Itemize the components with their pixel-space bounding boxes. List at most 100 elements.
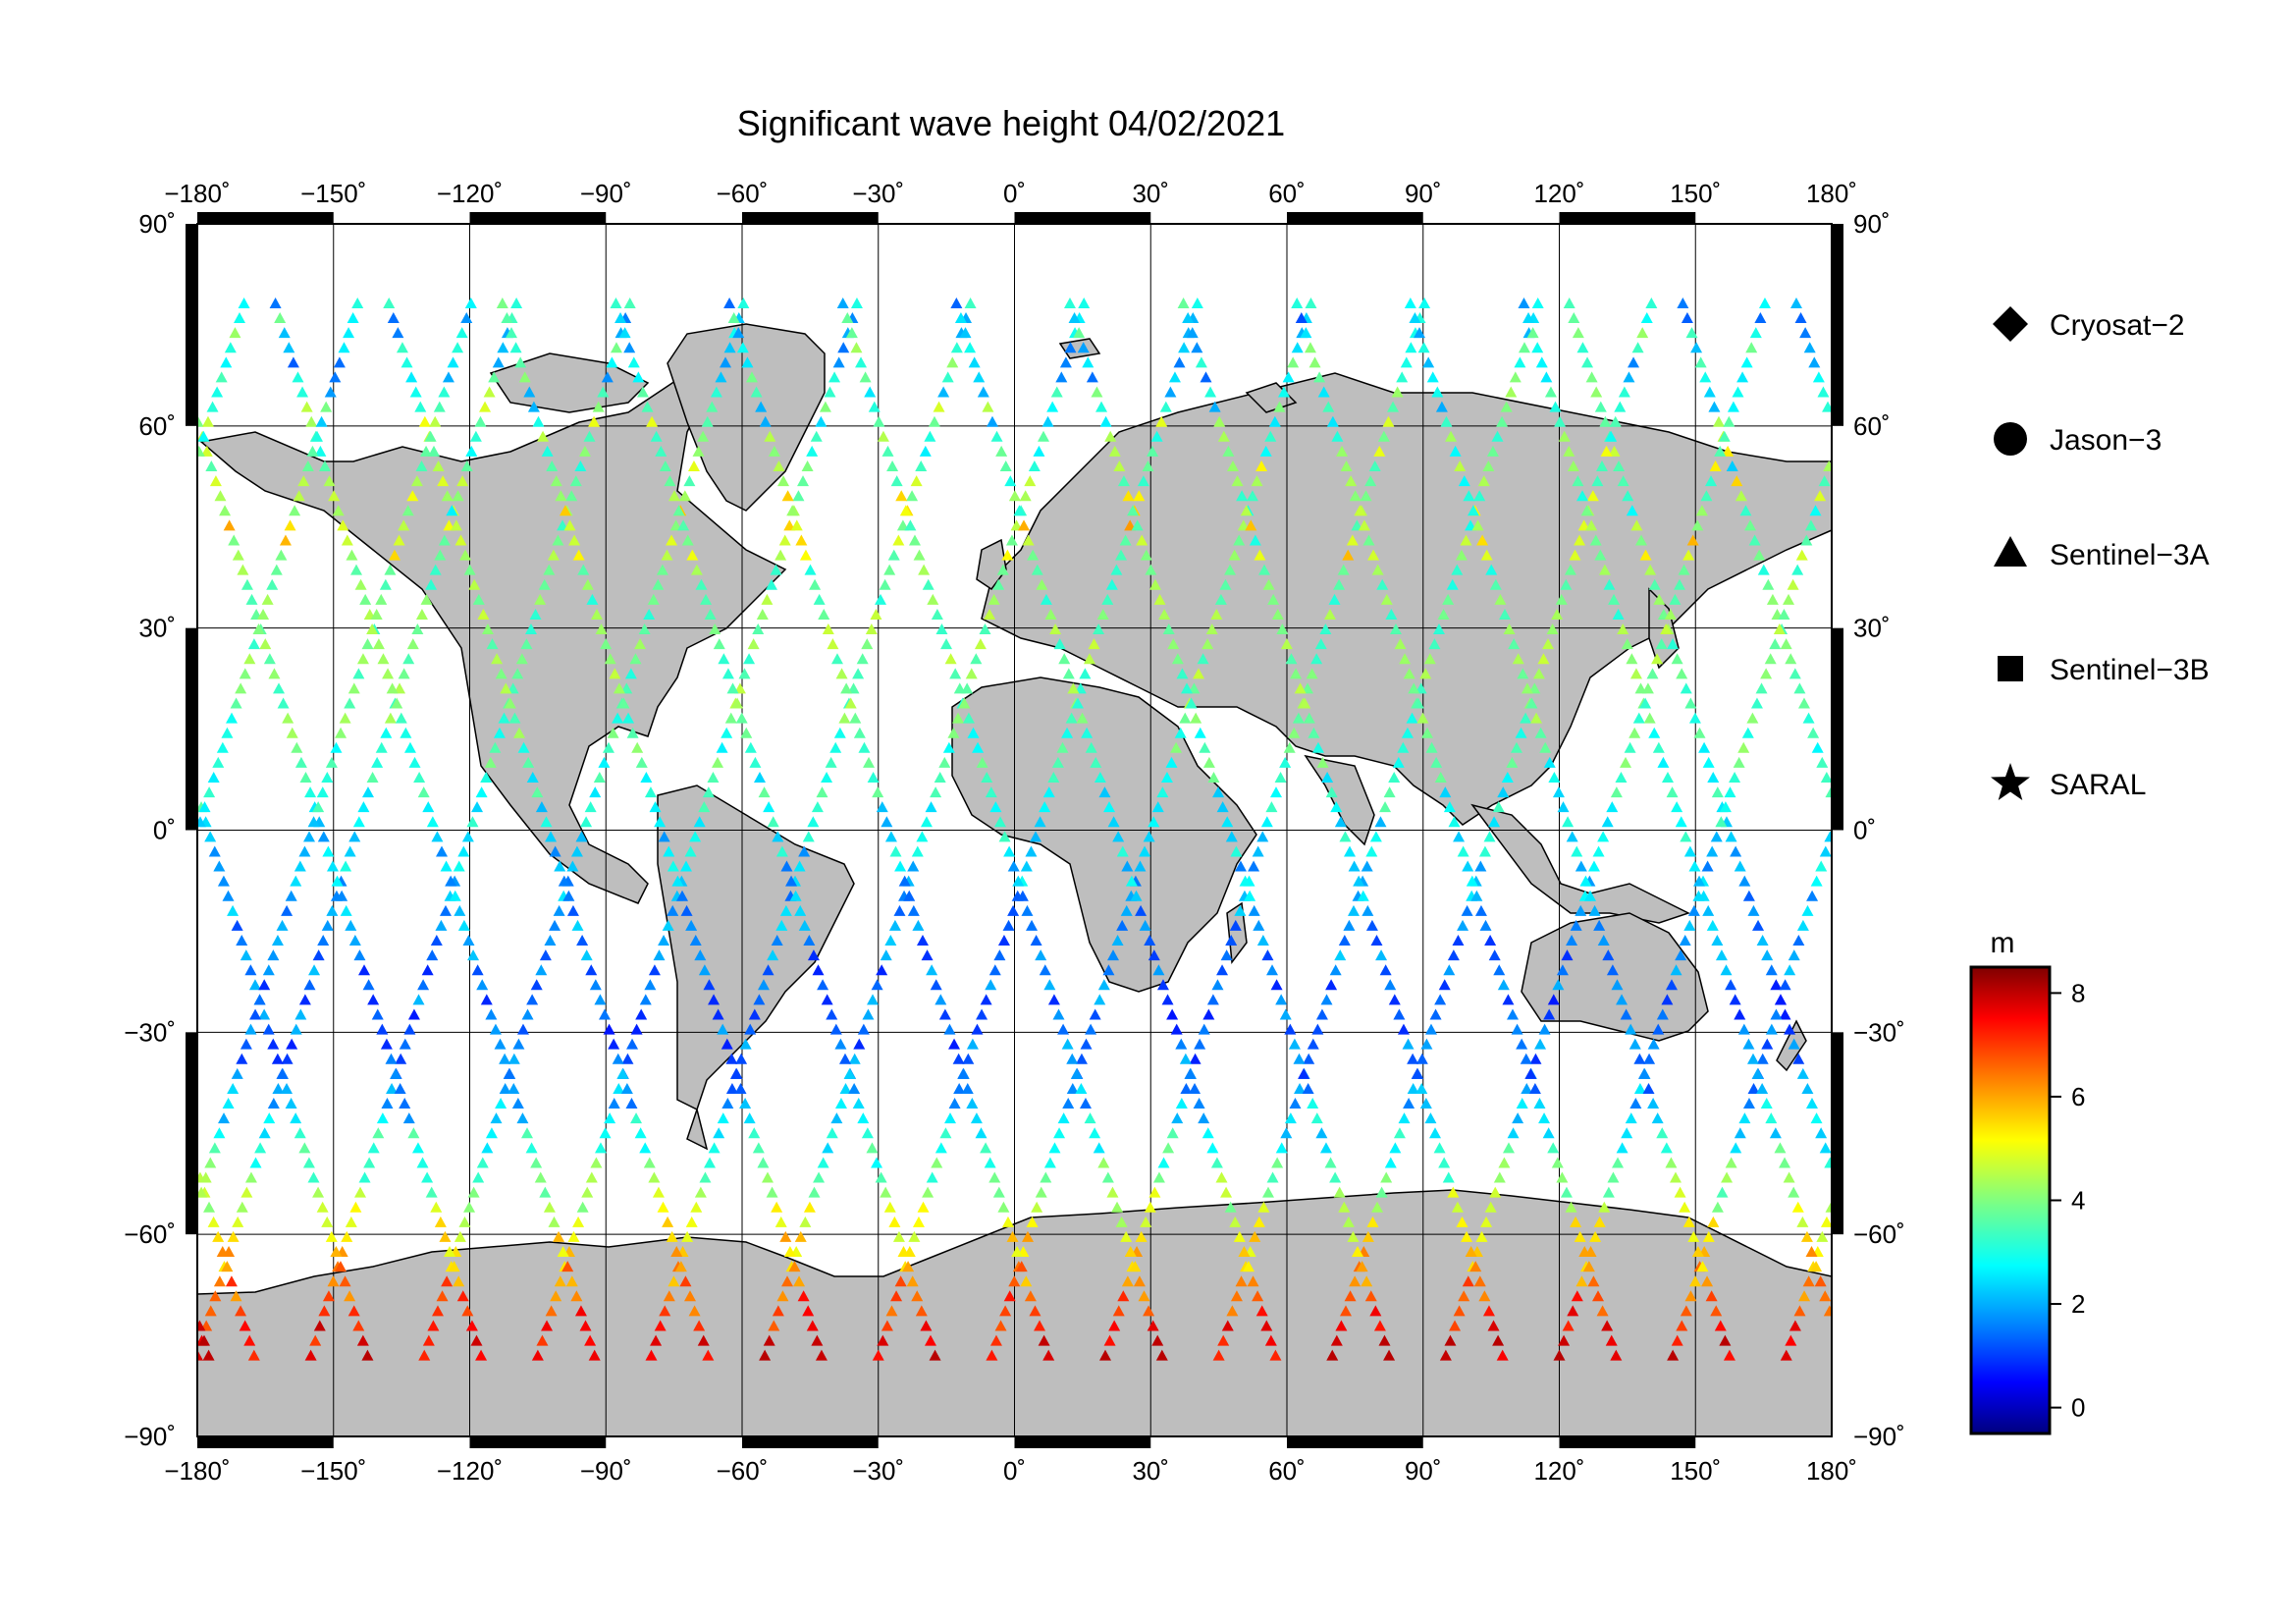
track-sample	[1314, 638, 1327, 650]
track-sample	[1634, 682, 1647, 694]
track-sample	[1497, 979, 1510, 991]
track-sample	[797, 1290, 810, 1302]
track-sample	[1680, 1305, 1692, 1317]
track-sample	[1052, 1008, 1065, 1020]
track-sample	[1788, 1186, 1800, 1198]
track-sample	[1388, 994, 1401, 1005]
track-sample	[372, 1127, 385, 1139]
track-sample	[426, 816, 439, 828]
track-sample	[447, 356, 459, 368]
north-america	[199, 372, 787, 904]
track-sample	[353, 1186, 366, 1198]
track-sample	[1340, 460, 1353, 471]
track-sample	[203, 1201, 216, 1213]
track-sample	[1811, 741, 1824, 753]
track-sample	[258, 1008, 271, 1020]
track-sample	[457, 845, 470, 857]
track-sample	[1373, 445, 1386, 457]
track-sample	[402, 1112, 415, 1124]
track-sample	[741, 356, 754, 368]
track-sample	[278, 327, 291, 339]
track-sample	[821, 994, 833, 1005]
track-sample	[621, 1053, 634, 1064]
track-sample	[952, 712, 965, 724]
track-sample	[1339, 831, 1352, 842]
track-sample	[702, 786, 715, 798]
track-sample	[425, 578, 438, 590]
track-sample	[1789, 297, 1802, 308]
track-sample	[1384, 1157, 1397, 1168]
track-sample	[801, 460, 814, 471]
track-sample	[1430, 756, 1443, 768]
track-sample	[1651, 1112, 1664, 1124]
track-sample	[1796, 1067, 1809, 1079]
track-sample	[515, 653, 528, 665]
colorbar-tick-label: 4	[2071, 1186, 2085, 1216]
track-sample	[1313, 371, 1326, 383]
track-sample	[400, 356, 413, 368]
track-sample	[634, 638, 647, 650]
track-sample	[1517, 668, 1529, 679]
track-sample	[870, 608, 882, 620]
track-sample	[508, 712, 521, 724]
colorbar-unit: m	[1991, 927, 2015, 959]
track-sample	[1748, 534, 1761, 546]
track-sample	[1705, 1290, 1718, 1302]
track-sample	[694, 1186, 707, 1198]
track-sample	[197, 1186, 208, 1198]
track-sample	[1625, 1023, 1637, 1035]
track-sample	[539, 949, 552, 961]
frame-segment	[1832, 627, 1843, 831]
track-sample	[1760, 1098, 1773, 1109]
track-sample	[216, 1246, 229, 1258]
track-sample	[352, 668, 365, 679]
track-sample	[1552, 979, 1565, 991]
track-sample	[1671, 653, 1683, 665]
track-sample	[249, 1157, 262, 1168]
track-sample	[1488, 816, 1501, 828]
track-sample	[1403, 1098, 1415, 1109]
south-asia	[1304, 754, 1375, 846]
track-sample	[321, 1216, 334, 1227]
colorbar-tick-label: 6	[2071, 1082, 2085, 1111]
track-sample	[771, 935, 783, 947]
track-sample	[521, 1127, 534, 1139]
track-sample	[1343, 919, 1356, 931]
track-sample	[1364, 1290, 1377, 1302]
track-sample	[759, 415, 772, 427]
track-sample	[406, 490, 419, 502]
track-sample	[1291, 297, 1304, 308]
track-sample	[454, 1230, 466, 1242]
track-sample	[1112, 831, 1125, 842]
track-sample	[986, 415, 998, 427]
track-sample	[931, 1157, 943, 1168]
track-sample	[640, 771, 653, 783]
track-sample	[481, 1142, 494, 1154]
track-sample	[1365, 919, 1378, 931]
track-sample	[243, 653, 256, 665]
track-sample	[786, 505, 799, 516]
track-sample	[1626, 505, 1638, 516]
track-sample	[976, 1008, 988, 1020]
track-sample	[748, 1127, 761, 1139]
track-sample	[881, 1320, 893, 1331]
track-sample	[712, 756, 724, 768]
track-sample	[1593, 919, 1606, 931]
track-sample	[1634, 534, 1647, 546]
track-sample	[1065, 712, 1078, 724]
track-sample	[524, 623, 537, 635]
track-sample	[1700, 490, 1713, 502]
track-sample	[1217, 1334, 1230, 1346]
track-sample	[452, 342, 464, 353]
track-sample	[729, 1067, 742, 1079]
track-sample	[1792, 1053, 1805, 1064]
track-sample	[934, 994, 947, 1005]
track-sample	[1382, 415, 1395, 427]
track-sample	[201, 415, 214, 427]
track-sample	[276, 919, 289, 931]
track-sample	[756, 608, 769, 620]
track-sample	[1734, 1127, 1746, 1139]
track-sample	[476, 1157, 489, 1168]
track-sample	[1020, 860, 1033, 872]
track-sample	[304, 1349, 317, 1361]
